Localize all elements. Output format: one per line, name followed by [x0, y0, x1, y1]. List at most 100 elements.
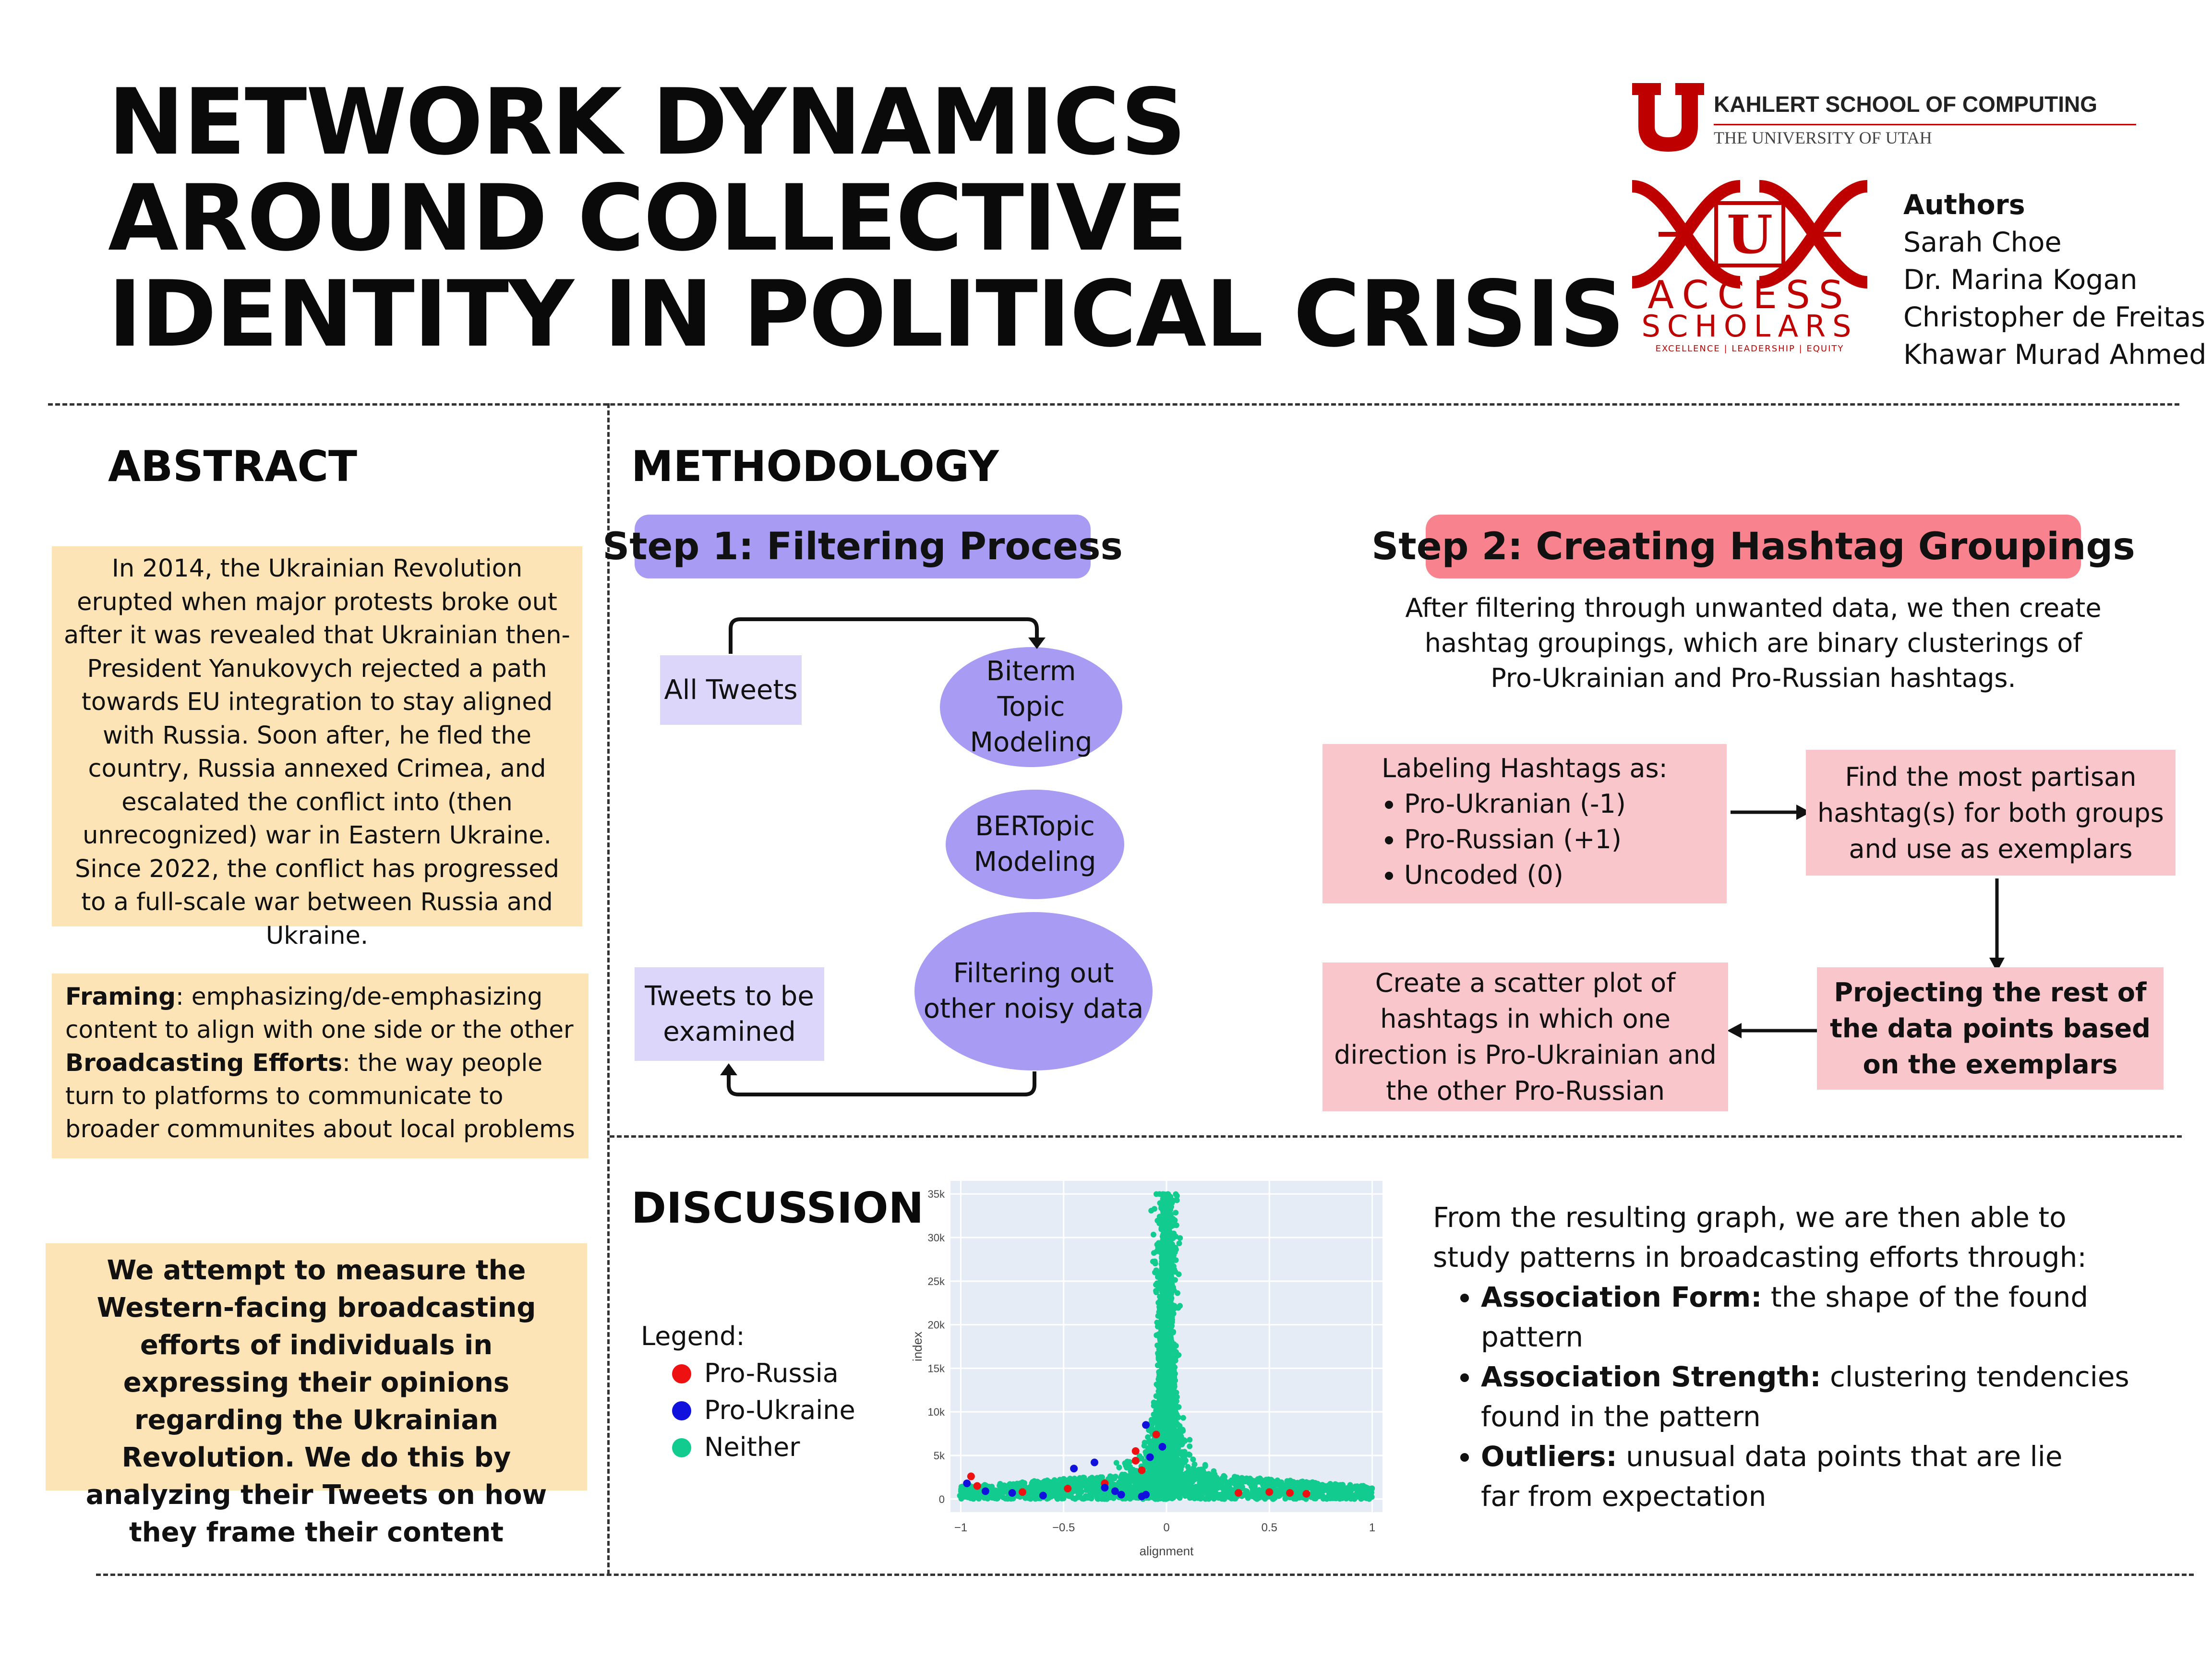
data-point-neither: [1167, 1262, 1174, 1269]
data-point-neither: [1041, 1479, 1047, 1485]
scatter-step-text: Create a scatter plot of hashtags in whi…: [1334, 968, 1717, 1106]
data-point-neither: [1162, 1248, 1168, 1254]
data-point-neither: [1079, 1495, 1085, 1502]
data-point-neither: [1159, 1216, 1165, 1222]
footer-divider: [96, 1574, 2194, 1576]
data-point-neither: [1003, 1483, 1009, 1489]
step2-intro: After filtering through unwanted data, w…: [1405, 593, 2102, 693]
data-point-neither: [1179, 1472, 1185, 1478]
data-point-neither: [988, 1486, 994, 1492]
all-tweets-box: All Tweets: [660, 655, 802, 725]
x-axis-label: alignment: [1140, 1544, 1194, 1558]
discussion-def: unusual data points that are lie far fro…: [1481, 1440, 2063, 1513]
all-tweets-label: All Tweets: [664, 674, 798, 706]
flow-arrow: [727, 1071, 1036, 1096]
data-point-neither: [1175, 1421, 1181, 1428]
discussion-term: Outliers:: [1481, 1440, 1617, 1473]
data-point-neither: [1177, 1495, 1183, 1501]
data-point-pro-ukraine: [1039, 1491, 1047, 1500]
aim-statement: We attempt to measure the Western-facing…: [85, 1255, 547, 1548]
data-point-neither: [1181, 1449, 1188, 1455]
data-point-neither: [1135, 1477, 1142, 1483]
data-point-neither: [1056, 1478, 1062, 1484]
data-point-neither: [1205, 1479, 1212, 1486]
poster-title: NETWORK DYNAMICS AROUND COLLECTIVE IDENT…: [108, 69, 1625, 362]
data-point-neither: [1067, 1492, 1073, 1498]
data-point-neither: [1172, 1244, 1178, 1250]
biterm-label: Biterm Topic Modeling: [970, 656, 1093, 758]
arrowhead: [720, 1063, 737, 1075]
data-point-neither: [1170, 1436, 1177, 1442]
data-point-neither: [1034, 1489, 1040, 1495]
data-point-neither: [1327, 1485, 1333, 1491]
data-point-neither: [1154, 1456, 1161, 1463]
data-point-neither: [1275, 1481, 1281, 1488]
data-point-neither: [1037, 1482, 1043, 1489]
data-point-neither: [1124, 1458, 1130, 1465]
data-point-neither: [1295, 1480, 1301, 1486]
data-point-pro-russia: [973, 1482, 981, 1490]
logo-divider: [1714, 124, 2136, 125]
x-tick-label: 0.5: [1262, 1521, 1277, 1534]
y-tick-label: 25k: [928, 1275, 945, 1287]
data-point-neither: [1163, 1380, 1169, 1386]
data-point-neither: [1261, 1489, 1267, 1495]
data-point-neither: [1174, 1452, 1180, 1458]
data-point-neither: [1154, 1280, 1160, 1286]
data-point-neither: [1252, 1494, 1258, 1501]
data-point-neither: [1312, 1495, 1319, 1502]
data-point-neither: [1154, 1319, 1160, 1325]
data-point-neither: [1166, 1222, 1172, 1228]
data-point-neither: [1366, 1496, 1372, 1502]
data-point-neither: [1238, 1479, 1245, 1485]
data-point-pro-russia: [967, 1472, 975, 1480]
data-point-neither: [1054, 1495, 1060, 1502]
data-point-neither: [1243, 1488, 1249, 1494]
y-tick-label: 30k: [928, 1232, 945, 1244]
author-name: Christopher de Freitas: [1903, 301, 2206, 333]
data-point-pro-ukraine: [1101, 1484, 1109, 1492]
data-point-neither: [1255, 1479, 1261, 1485]
data-point-neither: [1071, 1488, 1077, 1494]
partisan-text: Find the most partisan hashtag(s) for bo…: [1817, 761, 2164, 864]
data-point-neither: [1160, 1224, 1166, 1230]
data-point-pro-ukraine: [1142, 1421, 1150, 1429]
data-point-neither: [1167, 1347, 1173, 1354]
examined-label: Tweets to be examined: [645, 980, 814, 1047]
data-point-neither: [1196, 1467, 1202, 1473]
data-point-neither: [1229, 1491, 1235, 1497]
bertopic-label: BERTopic Modeling: [974, 811, 1096, 878]
framing-term: Framing: [65, 983, 176, 1010]
data-point-neither: [1260, 1482, 1266, 1488]
data-point-neither: [1156, 1479, 1163, 1485]
arrowhead: [1727, 1023, 1742, 1038]
data-point-neither: [1128, 1473, 1134, 1479]
data-point-neither: [1176, 1404, 1182, 1410]
data-point-neither: [1124, 1465, 1130, 1471]
data-point-neither: [1211, 1468, 1217, 1474]
data-point-neither: [1197, 1487, 1203, 1493]
scatter-chart-svg: −1 −0.5 0 0.5 105k10k15k20k25k30k35kalignmen…: [910, 1181, 1382, 1558]
author-name: Dr. Marina Kogan: [1903, 264, 2138, 296]
access-tagline: EXCELLENCE | LEADERSHIP | EQUITY: [1655, 344, 1844, 354]
data-point-neither: [1177, 1235, 1183, 1241]
data-point-neither: [976, 1495, 982, 1502]
data-point-neither: [1159, 1431, 1165, 1437]
data-point-neither: [1317, 1489, 1323, 1495]
data-point-neither: [1024, 1493, 1031, 1499]
data-point-neither: [1166, 1483, 1173, 1489]
x-tick-label: 0: [1163, 1521, 1169, 1534]
data-point-neither: [1120, 1482, 1127, 1488]
data-point-neither: [1145, 1484, 1152, 1490]
data-point-neither: [1127, 1488, 1133, 1494]
data-point-neither: [1156, 1396, 1163, 1402]
data-point-neither: [1173, 1210, 1179, 1216]
scholars-word: SCHOLARS: [1641, 309, 1858, 344]
data-point-neither: [1162, 1338, 1168, 1345]
legend-item-pro-russia: Pro-Russia: [641, 1355, 855, 1392]
title-line-1: NETWORK DYNAMICS: [108, 69, 1186, 175]
broadcasting-definition: Broadcasting Efforts: the way people tur…: [65, 1046, 575, 1146]
projecting-text: Projecting the rest of the data points b…: [1830, 977, 2151, 1080]
data-point-neither: [1154, 1332, 1160, 1338]
data-point-neither: [1221, 1496, 1227, 1502]
